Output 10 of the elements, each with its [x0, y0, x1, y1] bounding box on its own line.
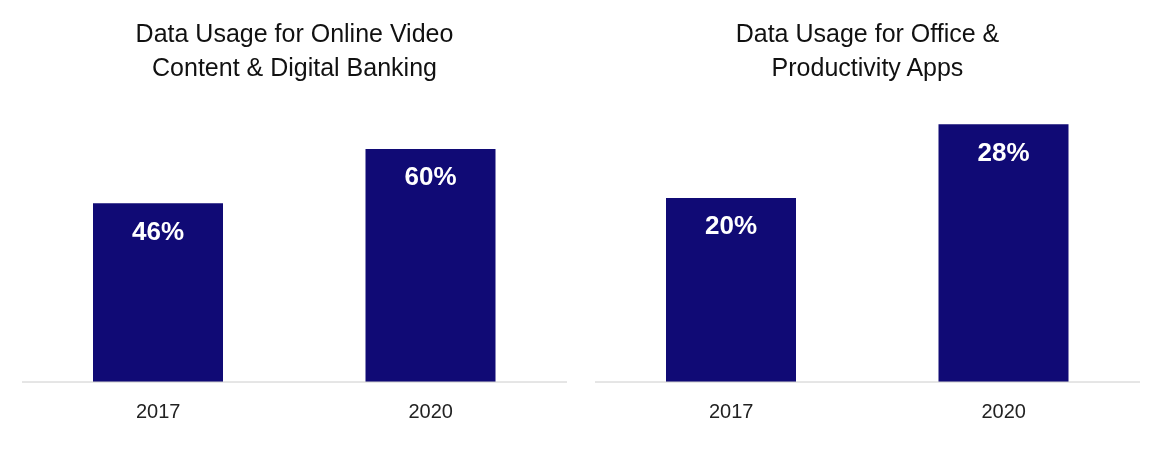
x-tick-label: 2020: [408, 400, 453, 423]
data-label: 46%: [131, 215, 185, 246]
chart-title: Data Usage for Office & Productivity Apps: [734, 18, 1001, 83]
data-label: 28%: [977, 136, 1030, 167]
data-label: 20%: [704, 210, 758, 241]
data-label: 60%: [404, 161, 457, 192]
x-tick-label: 2017: [136, 400, 181, 423]
x-tick-label: 2020: [981, 400, 1026, 423]
chart-title: Data Usage for Online Video Content & Digital Banking: [134, 18, 455, 83]
x-tick-label: 2017: [709, 400, 754, 423]
